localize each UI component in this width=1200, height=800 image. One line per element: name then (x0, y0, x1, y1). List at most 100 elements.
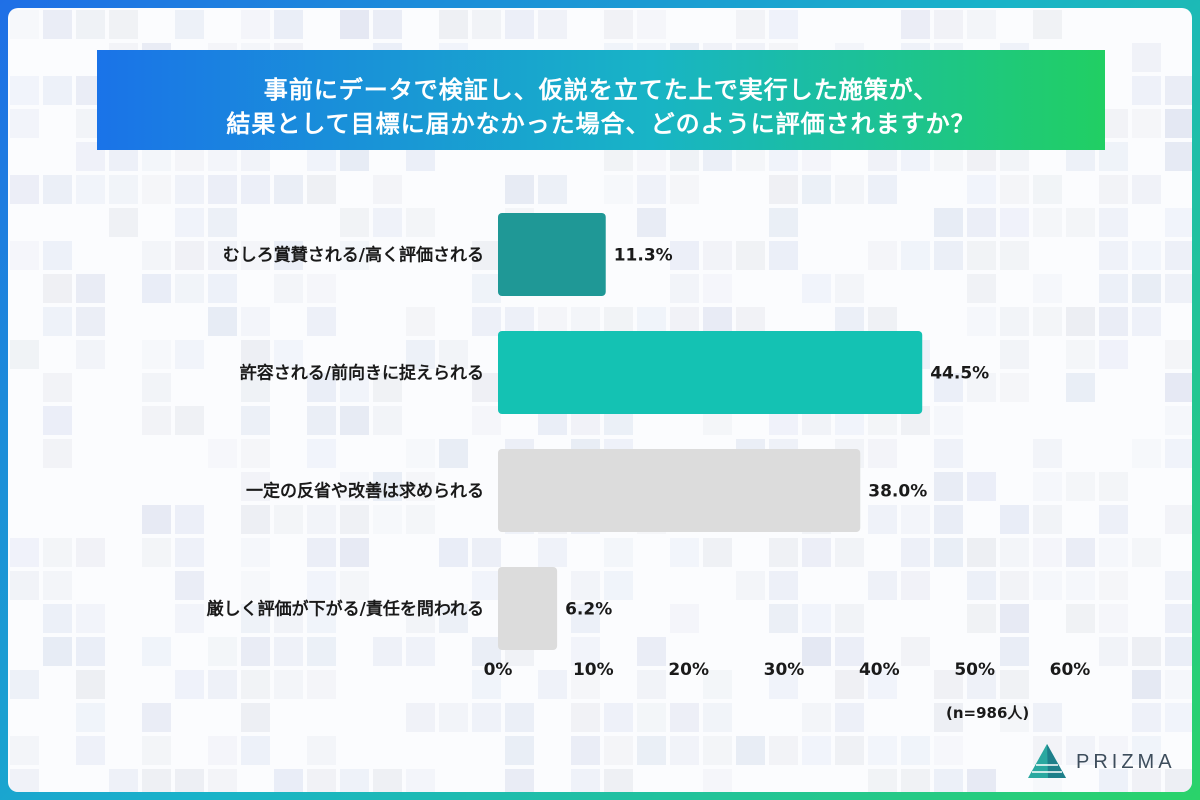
mosaic-tile (967, 670, 996, 699)
mosaic-tile (901, 10, 930, 39)
mosaic-tile (373, 10, 402, 39)
mosaic-tile (1099, 571, 1128, 600)
mosaic-tile (43, 571, 72, 600)
category-label: むしろ賞賛される/高く評価される (223, 245, 484, 266)
mosaic-tile (934, 208, 963, 237)
mosaic-tile (604, 175, 633, 204)
mosaic-tile (208, 274, 237, 303)
mosaic-tile (43, 538, 72, 567)
mosaic-tile (373, 373, 402, 402)
mosaic-tile (10, 571, 39, 600)
mosaic-tile (373, 406, 402, 435)
mosaic-tile (241, 505, 270, 534)
mosaic-tile (142, 505, 171, 534)
mosaic-tile (1165, 274, 1192, 303)
mosaic-tile (241, 307, 270, 336)
category-label: 許容される/前向きに捉えられる (240, 363, 484, 384)
mosaic-tile (307, 736, 336, 765)
mosaic-tile (1033, 505, 1062, 534)
mosaic-tile (10, 76, 39, 105)
mosaic-tile (868, 769, 897, 792)
mosaic-tile (208, 208, 237, 237)
category-label: 厳しく評価が下がる/責任を問われる (207, 599, 484, 620)
mosaic-tile (571, 769, 600, 792)
mosaic-tile (703, 703, 732, 732)
mosaic-tile (175, 571, 204, 600)
mosaic-tile (868, 571, 897, 600)
mosaic-tile (175, 208, 204, 237)
mosaic-tile (10, 769, 39, 792)
mosaic-tile (769, 604, 798, 633)
mosaic-tile (241, 373, 270, 402)
mosaic-tile (868, 505, 897, 534)
mosaic-tile (1132, 703, 1161, 732)
mosaic-tile (208, 175, 237, 204)
mosaic-tile (637, 736, 666, 765)
mosaic-tile (307, 373, 336, 402)
mosaic-tile (868, 670, 897, 699)
mosaic-tile (604, 736, 633, 765)
mosaic-tile (43, 604, 72, 633)
mosaic-tile (274, 670, 303, 699)
mosaic-tile (967, 10, 996, 39)
mosaic-tile (1033, 472, 1062, 501)
mosaic-tile (1033, 307, 1062, 336)
mosaic-tile (340, 505, 369, 534)
mosaic-tile (76, 703, 105, 732)
mosaic-tile (1000, 307, 1029, 336)
mosaic-tile (406, 604, 435, 633)
mosaic-tile (109, 769, 138, 792)
mosaic-tile (307, 175, 336, 204)
mosaic-tile (1066, 538, 1095, 567)
mosaic-tile (307, 670, 336, 699)
mosaic-tile (307, 769, 336, 792)
mosaic-tile (175, 340, 204, 369)
mosaic-tile (307, 538, 336, 567)
mosaic-tile (1165, 406, 1192, 435)
mosaic-tile (1099, 472, 1128, 501)
mosaic-tile (439, 538, 468, 567)
mosaic-tile (637, 175, 666, 204)
mosaic-tile (109, 208, 138, 237)
mosaic-tile (967, 604, 996, 633)
mosaic-tile (1132, 538, 1161, 567)
mosaic-tile (439, 604, 468, 633)
mosaic-tile (109, 10, 138, 39)
mosaic-tile (802, 604, 831, 633)
mosaic-tile (670, 604, 699, 633)
mosaic-tile (241, 340, 270, 369)
mosaic-tile (1066, 571, 1095, 600)
mosaic-tile (274, 274, 303, 303)
value-label: 38.0% (868, 482, 927, 502)
mosaic-tile (505, 703, 534, 732)
mosaic-tile (439, 439, 468, 468)
bar (498, 567, 558, 650)
mosaic-tile (1099, 538, 1128, 567)
mosaic-tile (472, 406, 501, 435)
mosaic-tile (1099, 505, 1128, 534)
mosaic-tile (1165, 769, 1192, 792)
mosaic-tile (10, 10, 39, 39)
mosaic-tile (43, 307, 72, 336)
mosaic-tile (670, 274, 699, 303)
mosaic-tile (373, 769, 402, 792)
mosaic-tile (604, 769, 633, 792)
mosaic-tile (472, 307, 501, 336)
mosaic-tile (967, 274, 996, 303)
mosaic-tile (10, 241, 39, 270)
mosaic-tile (769, 538, 798, 567)
mosaic-tile (1000, 340, 1029, 369)
mosaic-tile (670, 703, 699, 732)
mosaic-tile (934, 505, 963, 534)
mosaic-tile (769, 10, 798, 39)
mosaic-tile (10, 736, 39, 765)
mosaic-tile (307, 571, 336, 600)
x-tick-label: 30% (764, 660, 805, 680)
mosaic-tile (307, 307, 336, 336)
mosaic-tile (340, 208, 369, 237)
mosaic-tile (934, 373, 963, 402)
mosaic-tile (1165, 571, 1192, 600)
mosaic-tile (1165, 373, 1192, 402)
mosaic-tile (1033, 274, 1062, 303)
mosaic-tile (406, 703, 435, 732)
